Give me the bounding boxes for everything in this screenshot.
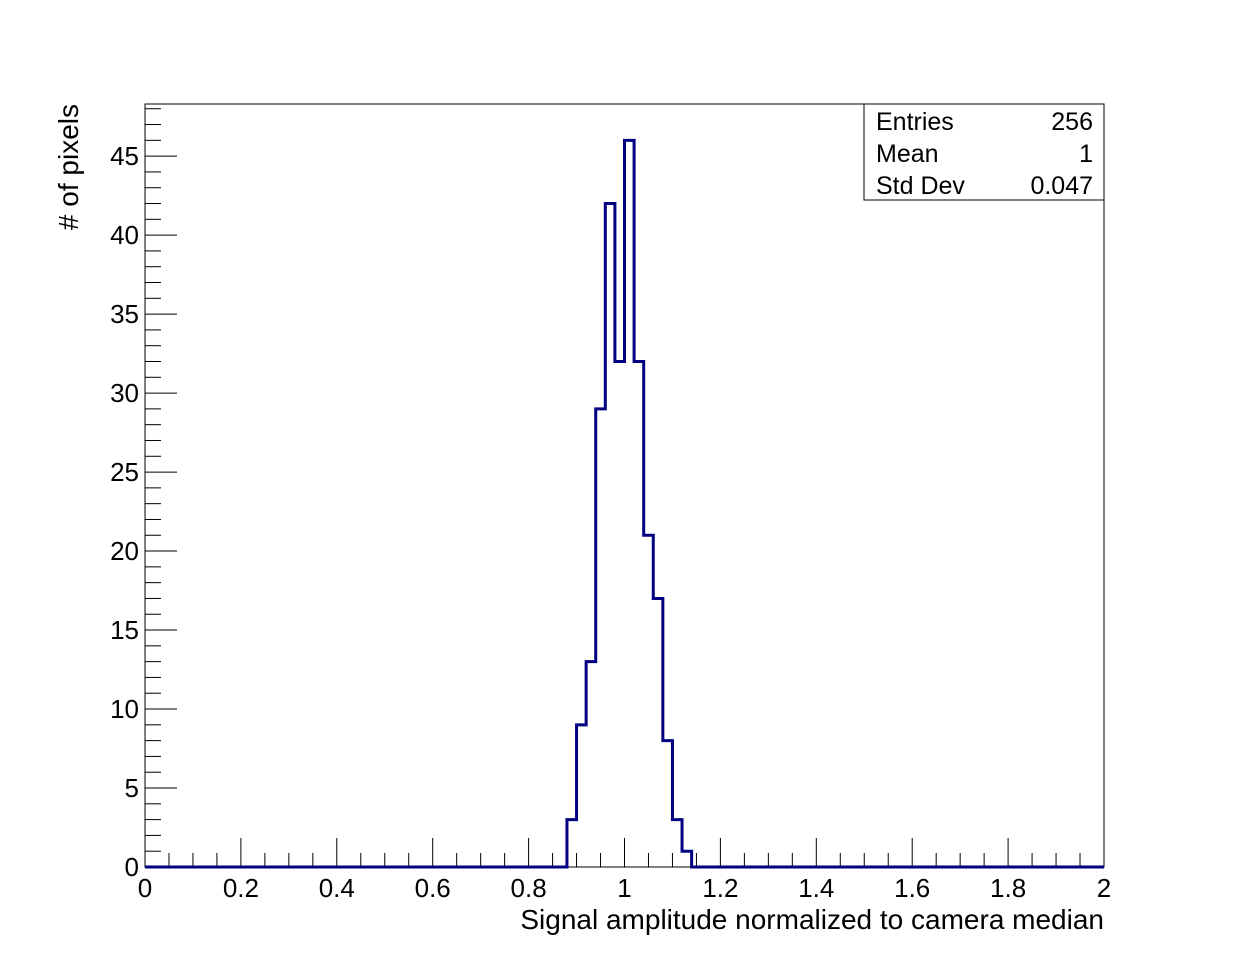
stats-entries-label: Entries (876, 108, 954, 136)
stats-box-frame (863, 103, 1105, 201)
x-tick-label: 0.8 (511, 873, 547, 903)
stats-box: Entries 256 Mean 1 Std Dev 0.047 (863, 103, 1105, 201)
y-axis: 0 5 10 15 20 25 30 35 40 45 (110, 108, 177, 882)
histogram-bin (615, 361, 625, 867)
stats-entries-value: 256 (1051, 108, 1093, 136)
y-tick-label: 15 (110, 615, 139, 645)
y-tick-label: 5 (125, 773, 139, 803)
x-tick-label: 1.6 (894, 873, 930, 903)
x-axis: 0 0.2 0.4 0.6 0.8 1 1.2 1.4 1.6 1.8 2 (138, 838, 1111, 903)
y-tick-label: 10 (110, 694, 139, 724)
x-tick-label: 0 (138, 873, 152, 903)
stats-stddev-label: Std Dev (876, 172, 965, 200)
x-tick-label: 1 (617, 873, 631, 903)
y-tick-label: 0 (125, 852, 139, 882)
y-tick-label: 45 (110, 141, 139, 171)
x-tick-label: 0.2 (223, 873, 259, 903)
x-tick-label: 1.8 (990, 873, 1026, 903)
y-tick-label: 30 (110, 378, 139, 408)
x-tick-label: 1.2 (702, 873, 738, 903)
stats-stddev-value: 0.047 (1030, 172, 1093, 200)
y-tick-label: 40 (110, 220, 139, 250)
y-tick-label: 25 (110, 457, 139, 487)
y-tick-label: 35 (110, 299, 139, 329)
histogram-line (145, 138, 1104, 869)
y-tick-label: 20 (110, 536, 139, 566)
x-axis-title: Signal amplitude normalized to camera me… (520, 904, 1104, 935)
x-tick-label: 0.6 (415, 873, 451, 903)
stats-mean-label: Mean (876, 140, 939, 168)
stats-mean-value: 1 (1079, 140, 1093, 168)
x-tick-label: 0.4 (319, 873, 355, 903)
x-tick-label: 1.4 (798, 873, 834, 903)
x-tick-label: 2 (1097, 873, 1111, 903)
y-axis-title: # of pixels (53, 104, 84, 230)
